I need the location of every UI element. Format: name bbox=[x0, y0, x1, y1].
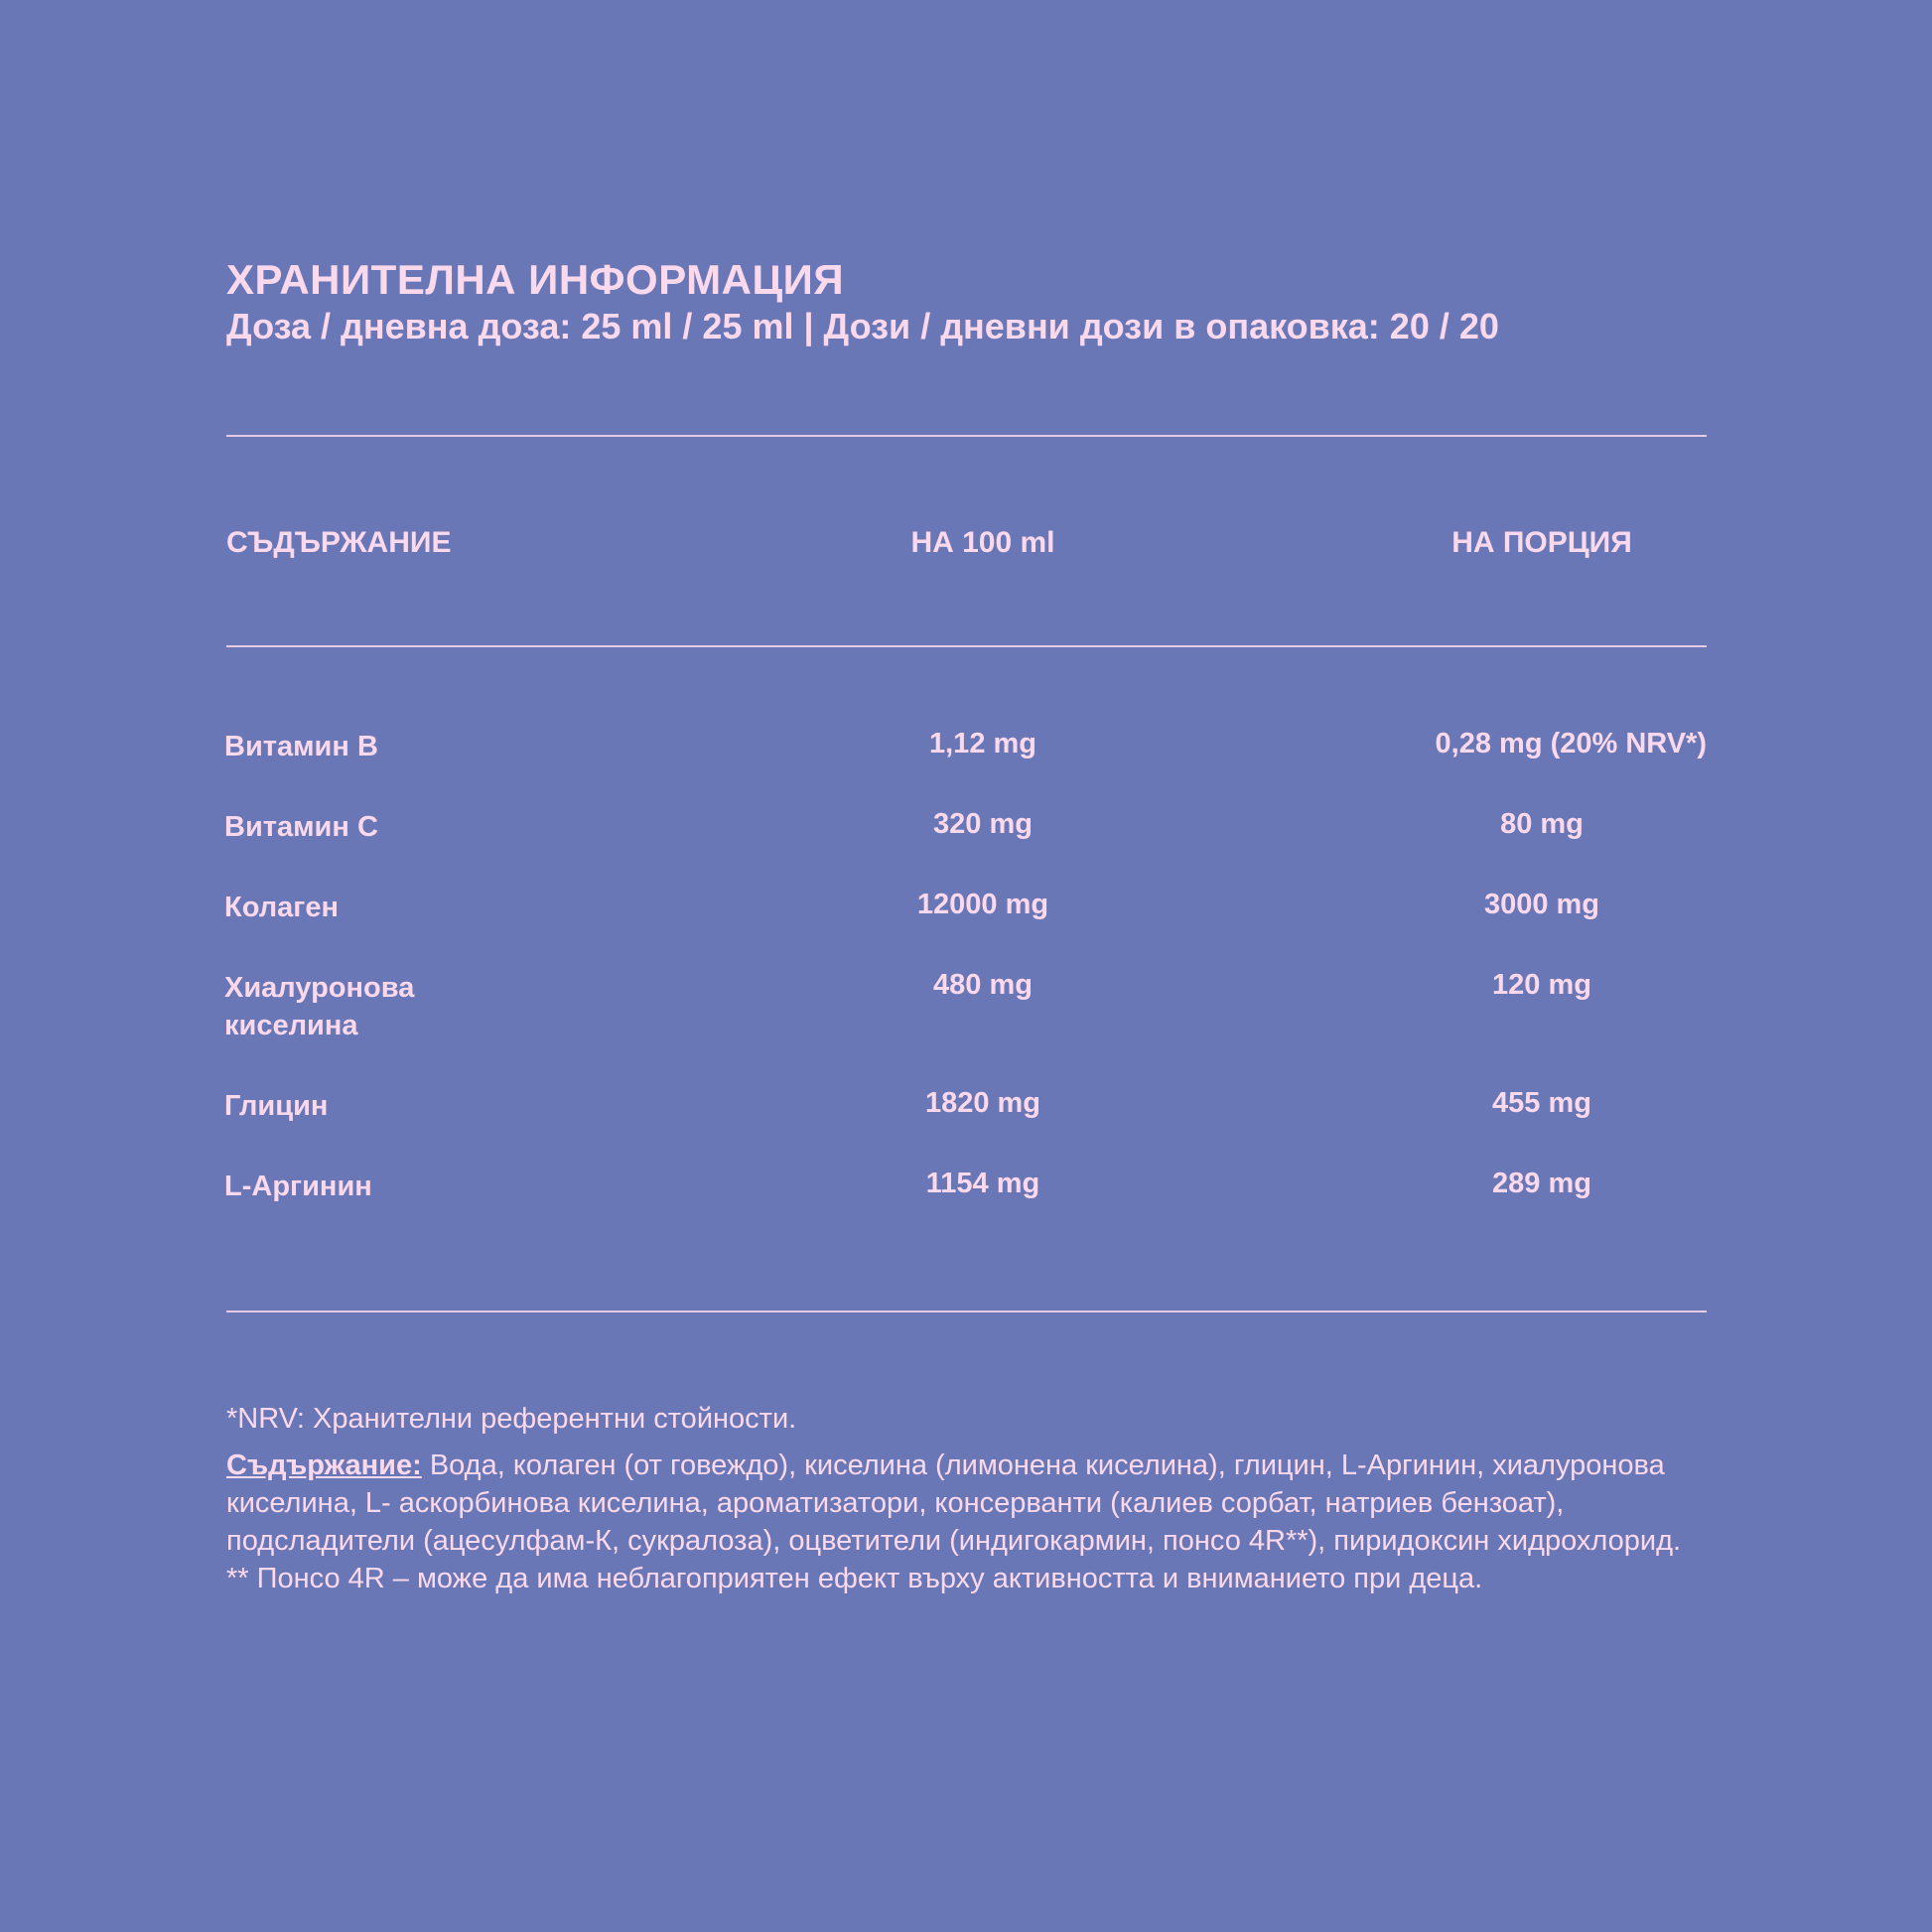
value-per-portion: 0,28 mg (20% NRV*) bbox=[1435, 728, 1707, 759]
value-per-portion: 289 mg bbox=[1492, 1168, 1591, 1199]
header-content: СЪДЪРЖАНИЕ bbox=[226, 526, 452, 559]
value-per-portion: 455 mg bbox=[1492, 1087, 1591, 1119]
nutrient-name: Колаген bbox=[224, 892, 339, 923]
nutrient-name: Витамин C bbox=[224, 811, 378, 843]
nutrient-name: Глицин bbox=[224, 1090, 329, 1122]
value-per-100ml: 480 mg bbox=[933, 969, 1033, 1001]
header-per-portion: НА ПОРЦИЯ bbox=[1451, 526, 1632, 559]
dose-info: Доза / дневна доза: 25 ml / 25 ml | Дози… bbox=[226, 306, 1499, 346]
value-per-portion: 80 mg bbox=[1500, 808, 1584, 840]
footnotes: *NRV: Хранителни референтни стойности. С… bbox=[226, 1400, 1725, 1606]
value-per-portion: 3000 mg bbox=[1483, 889, 1600, 920]
value-per-100ml: 1,12 mg bbox=[929, 728, 1036, 759]
nutrient-name: Витамин B bbox=[224, 731, 378, 762]
nutrient-name: L-Аргинин bbox=[224, 1171, 372, 1202]
divider bbox=[226, 435, 1707, 437]
value-per-100ml: 1154 mg bbox=[925, 1168, 1040, 1199]
divider bbox=[226, 645, 1707, 647]
value-per-100ml: 320 mg bbox=[933, 808, 1033, 840]
warning-note: ** Понсо 4R – може да има неблагоприятен… bbox=[226, 1563, 1483, 1594]
nrv-note: *NRV: Хранителни референтни стойности. bbox=[226, 1403, 797, 1435]
nutrient-name: Хиалуронова киселина bbox=[224, 972, 415, 1041]
header-per-100ml: НА 100 ml bbox=[910, 526, 1055, 559]
value-per-portion: 120 mg bbox=[1492, 969, 1591, 1001]
page-title: ХРАНИТЕЛНА ИНФОРМАЦИЯ bbox=[226, 256, 845, 303]
ingredients-label: Съдържание: bbox=[226, 1449, 422, 1481]
ingredients-text: Вода, колаген (от говеждо), киселина (ли… bbox=[226, 1449, 1682, 1557]
value-per-100ml: 1820 mg bbox=[924, 1087, 1041, 1119]
value-per-100ml: 12000 mg bbox=[916, 889, 1049, 920]
divider bbox=[226, 1311, 1707, 1312]
